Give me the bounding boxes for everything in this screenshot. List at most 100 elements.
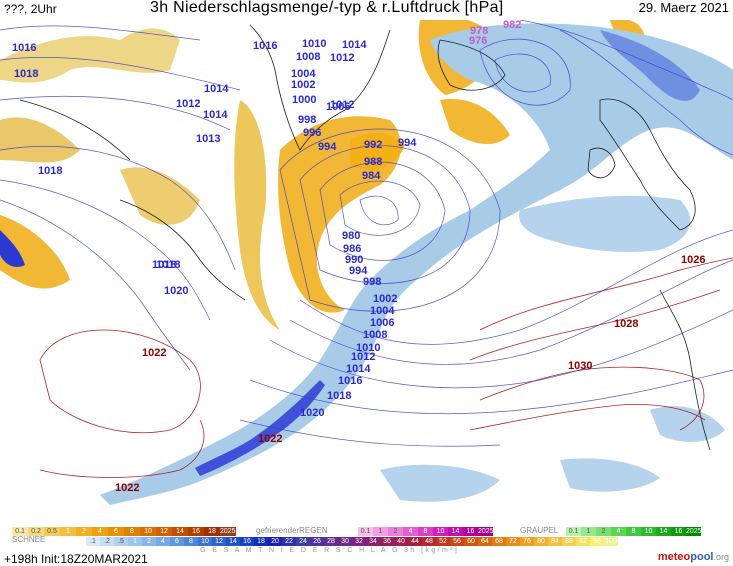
legend-cell: 14: [656, 527, 671, 536]
isobar-label: 998: [298, 114, 316, 126]
header-left-label: ???, 2Uhr: [4, 2, 57, 16]
legend-cell: 0.5: [44, 527, 60, 536]
isobar-label: 996: [303, 127, 321, 139]
legend-cell: 4: [92, 527, 108, 536]
isobar-label: 982: [503, 19, 521, 31]
isobar-labels-red: 1022 1022 1022 1026 1028 1030: [115, 254, 705, 494]
legend-cell: 18: [254, 537, 268, 546]
legend-cell: 1: [373, 527, 388, 536]
legend-cell: 16: [463, 527, 478, 536]
legend-cell: 10: [140, 527, 156, 536]
legend-cell: 12: [212, 537, 226, 546]
legend-cell: 4: [156, 537, 170, 546]
legend-cell: 4: [403, 527, 418, 536]
isobar-label: 978: [470, 25, 488, 37]
legend-cell: 8: [418, 527, 433, 536]
isobar-label: 1012: [330, 52, 354, 64]
isobar-label: 1010: [302, 38, 326, 50]
legend-cell: 16: [671, 527, 686, 536]
snow-label: SCHNEE: [12, 535, 46, 544]
isobar-label: 994: [398, 137, 417, 149]
meteopool-logo[interactable]: meteopool.org: [658, 551, 729, 563]
isobar-label: 1028: [614, 318, 638, 330]
legend-cell: 14: [448, 527, 463, 536]
isobar-labels-magenta: 978 976 982: [469, 19, 521, 47]
isobar-label: 986: [343, 243, 361, 255]
legend-cell: 72: [506, 537, 520, 546]
legend-cell: .1: [86, 537, 100, 546]
legend-cell: 16: [188, 527, 204, 536]
isobar-label: 1014: [204, 83, 229, 95]
legend-cell: .5: [114, 537, 128, 546]
logo-text-c: .org: [713, 552, 729, 562]
isobars-blue: [0, 19, 733, 447]
isobar-label: 1026: [681, 254, 705, 266]
total-precip-label: G E S A M T N I E D E R S C H L A G 3h […: [200, 547, 460, 554]
isobar-label: 1004: [370, 305, 395, 317]
legend-cell: 1: [60, 527, 76, 536]
legend-cell: 8: [124, 527, 140, 536]
graupel-label: GRAUPEL: [520, 526, 559, 535]
legend-cell: 0.1: [358, 527, 373, 536]
legend-cell: 8: [184, 537, 198, 546]
isobar-label: 980: [342, 230, 360, 242]
isobar-label: 994: [318, 141, 337, 153]
isobar-label: 990: [345, 254, 363, 266]
isobar-label: 1010: [356, 342, 380, 354]
isobar-label: 1018: [156, 259, 180, 271]
logo-text-a: meteo: [657, 551, 691, 563]
isobar-label: 976: [469, 35, 487, 47]
isobar-label: 1016: [338, 375, 362, 387]
isobar-label: 1022: [258, 433, 282, 445]
isobar-label: 1013: [196, 133, 220, 145]
isobar-label: 1018: [14, 68, 38, 80]
legend-cell: 1: [581, 527, 596, 536]
legend-cell: 84: [548, 537, 562, 546]
legend-cell: 56: [450, 537, 464, 546]
legend-cell: 40: [394, 537, 408, 546]
legend-cell: 44: [408, 537, 422, 546]
logo-text-b: pool: [690, 551, 714, 563]
legend-cell: 10: [641, 527, 656, 536]
legend-cell: 14: [226, 537, 240, 546]
isobar-label: 1008: [296, 51, 320, 63]
map-header: ???, 2Uhr 3h Niederschlagsmenge/-typ & r…: [0, 0, 733, 20]
coastlines: [19, 24, 711, 451]
legend-cell: 28: [324, 537, 338, 546]
isobar-label: 1022: [142, 347, 166, 359]
isobar-label: 1016: [12, 42, 36, 54]
legend-cell: 34: [366, 537, 380, 546]
isobar-label: 984: [362, 170, 381, 182]
legend-cell: 2: [596, 527, 611, 536]
legend-cell: 92: [576, 537, 590, 546]
run-info: +198h Init:18Z20MAR2021: [4, 552, 148, 566]
isobar-label: 1014: [203, 109, 228, 121]
legend-cell: 12: [156, 527, 172, 536]
legend-cell: 80: [534, 537, 548, 546]
legend-cell: 76: [520, 537, 534, 546]
isobar-label: 1006: [370, 317, 394, 329]
legend-cell: 2: [388, 527, 403, 536]
legend-cell: 20: [268, 537, 282, 546]
legend-cell: 8: [626, 527, 641, 536]
legend-cell: .2: [100, 537, 114, 546]
map-title: 3h Niederschlagsmenge/-typ & r.Luftdruck…: [150, 0, 504, 16]
legend-cell: 0.1: [566, 527, 581, 536]
isobar-label: 1002: [373, 293, 397, 305]
isobars-red: [39, 257, 733, 478]
freezing-rain-scale: 0.1 1 2 4 8 10 14 16 2025+: [358, 527, 498, 536]
legend-cell: 1: [128, 537, 142, 546]
legend-cell: 24: [296, 537, 310, 546]
isobar-label: 1008: [363, 329, 387, 341]
isobar-label: 1014: [346, 363, 371, 375]
legend-cell: 10: [433, 527, 448, 536]
legend-cell: 6: [108, 527, 124, 536]
legend-cell: 2025+: [220, 527, 240, 536]
isobar-label: 1018: [327, 390, 351, 402]
isobar-label: 1004: [291, 68, 316, 80]
legend-cell: 2025+: [686, 527, 706, 536]
snow-area: [0, 23, 733, 505]
legend-cell: 48: [422, 537, 436, 546]
legend-cell: 16: [240, 537, 254, 546]
